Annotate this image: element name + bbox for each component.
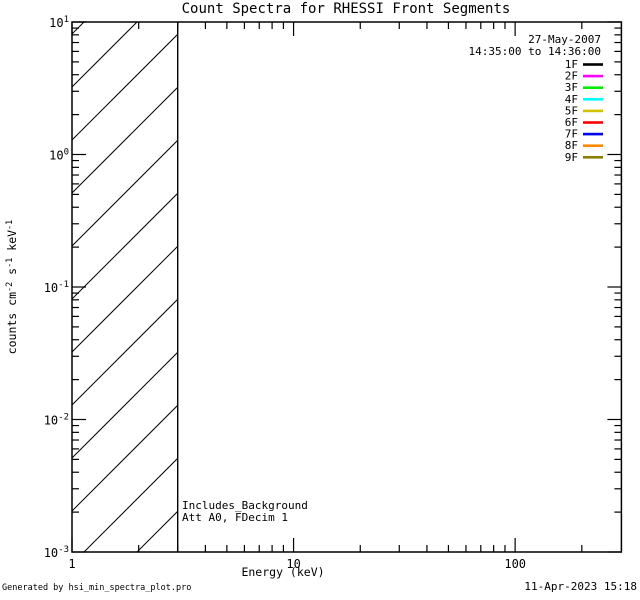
- x-tick-label: 10: [286, 557, 300, 571]
- legend-color-swatch: [583, 109, 603, 113]
- legend-color-swatch: [583, 98, 603, 101]
- hatch-line: [72, 192, 178, 300]
- legend-item: 7F: [565, 128, 603, 141]
- legend-color-swatch: [583, 86, 603, 89]
- legend-color-swatch: [583, 74, 603, 78]
- footer-generator: Generated by hsi_min_spectra_plot.pro: [2, 583, 191, 593]
- legend-label: 5F: [565, 104, 578, 117]
- legend-item: 6F: [565, 116, 603, 129]
- y-tick-label: 10-3: [44, 545, 69, 560]
- legend-item: 5F: [565, 104, 603, 117]
- chart-title: Count Spectra for RHESSI Front Segments: [182, 1, 511, 17]
- hatch-line: [72, 245, 178, 353]
- y-tick-label: 10-1: [44, 280, 69, 295]
- hatch-line: [72, 139, 178, 247]
- x-tick-labels: 1 10 100: [68, 557, 526, 571]
- hatch-line: [72, 22, 138, 88]
- legend-label: 9F: [565, 151, 578, 164]
- hatch-line: [72, 298, 178, 406]
- legend-label: 8F: [565, 139, 578, 152]
- legend-label: 4F: [565, 93, 578, 106]
- plot-frame: [71, 21, 623, 553]
- hatch-line: [72, 404, 178, 512]
- legend-color-swatch: [583, 156, 603, 159]
- hatch-line: [72, 351, 178, 459]
- legend-label: 2F: [565, 70, 578, 83]
- legend-item: 9F: [565, 151, 603, 164]
- legend: 1F 2F 3F 4F 5F 6F 7F 8F: [565, 58, 603, 164]
- legend-item: 1F: [565, 58, 603, 71]
- x-tick-label: 1: [68, 557, 75, 571]
- observation-time-range: 14:35:00 to 14:36:00: [469, 45, 601, 58]
- y-tick-label: 10-2: [44, 413, 69, 428]
- hatch-line: [72, 33, 178, 141]
- legend-label: 3F: [565, 81, 578, 94]
- hatch-line: [136, 510, 178, 552]
- y-tick-labels: 101 100 10-1 10-2 10-3: [44, 15, 69, 560]
- y-tick-label: 101: [49, 15, 69, 30]
- legend-label: 1F: [565, 58, 578, 71]
- legend-color-swatch: [583, 63, 603, 66]
- observation-date: 27-May-2007: [528, 33, 601, 46]
- hatch-line: [72, 86, 178, 194]
- footer-timestamp: 11-Apr-2023 15:18: [524, 580, 637, 593]
- hatch-line: [83, 457, 178, 552]
- legend-item: 3F: [565, 81, 603, 94]
- annotation-background: Includes_Background: [182, 499, 308, 512]
- axis-ticks: [71, 21, 622, 553]
- x-axis-title: Energy (keV): [241, 565, 324, 579]
- x-tick-label: 100: [504, 557, 526, 571]
- legend-label: 7F: [565, 128, 578, 141]
- annotation-attenuator: Att A0, FDecim 1: [182, 511, 288, 524]
- y-tick-label: 100: [49, 148, 69, 163]
- legend-item: 2F: [565, 70, 603, 83]
- hatched-region: [72, 22, 178, 552]
- legend-label: 6F: [565, 116, 578, 129]
- legend-color-swatch: [583, 144, 603, 147]
- legend-color-swatch: [583, 121, 603, 124]
- legend-item: 4F: [565, 93, 603, 106]
- y-axis-title: counts cm-2 s-1 keV-1: [5, 220, 19, 355]
- legend-color-swatch: [583, 132, 603, 136]
- legend-item: 8F: [565, 139, 603, 152]
